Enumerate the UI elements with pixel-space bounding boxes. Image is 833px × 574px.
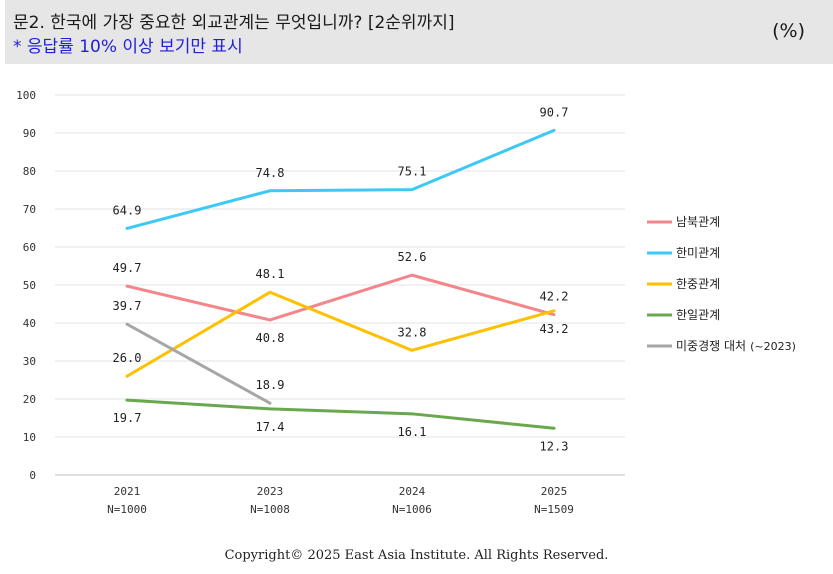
x-tick-label: 2021 (114, 485, 141, 498)
data-label: 75.1 (398, 165, 427, 179)
data-label: 12.3 (540, 439, 569, 453)
y-tick-label: 50 (23, 279, 36, 292)
y-tick-label: 70 (23, 203, 36, 216)
question-subtitle: * 응답률 10% 이상 보기만 표시 (13, 37, 243, 57)
data-label: 26.0 (113, 351, 142, 365)
legend-entry: 남북관계 (676, 215, 720, 229)
y-tick-label: 10 (23, 431, 36, 444)
series-line (125, 290, 556, 378)
data-label: 49.7 (113, 261, 142, 275)
y-tick-label: 90 (23, 127, 36, 140)
data-label: 43.2 (540, 322, 569, 336)
unit-label: (%) (772, 20, 805, 42)
legend-entry: 미중경쟁 대처 (~2023) (676, 339, 796, 353)
series-line (125, 398, 556, 430)
y-tick-label: 20 (23, 393, 36, 406)
x-sample-size: N=1509 (534, 503, 574, 516)
data-label: 90.7 (540, 105, 569, 119)
x-sample-size: N=1006 (392, 503, 432, 516)
y-tick-label: 100 (16, 89, 36, 102)
series-line (125, 128, 556, 230)
series-line (125, 273, 556, 322)
question-title: 문2. 한국에 가장 중요한 외교관계는 무엇입니까? [2순위까지] (13, 13, 455, 33)
legend-entry: 한미관계 (676, 246, 720, 260)
x-tick-label: 2023 (257, 485, 284, 498)
data-label: 39.7 (113, 299, 142, 313)
data-label: 48.1 (256, 267, 285, 281)
y-tick-label: 30 (23, 355, 36, 368)
data-label: 16.1 (398, 425, 427, 439)
data-label: 64.9 (113, 203, 142, 217)
x-sample-size: N=1008 (250, 503, 290, 516)
data-label: 32.8 (398, 325, 427, 339)
data-label: 74.8 (256, 166, 285, 180)
data-label: 18.9 (256, 378, 285, 392)
data-label: 52.6 (398, 250, 427, 264)
legend-entry: 한중관계 (676, 277, 720, 291)
x-tick-label: 2025 (541, 485, 568, 498)
copyright-footer: Copyright© 2025 East Asia Institute. All… (224, 548, 609, 563)
question-header: 문2. 한국에 가장 중요한 외교관계는 무엇입니까? [2순위까지] * 응답… (5, 0, 833, 64)
series-line (125, 322, 272, 405)
x-sample-size: N=1000 (107, 503, 147, 516)
y-tick-label: 80 (23, 165, 36, 178)
line-chart: 0 10 20 30 40 50 60 70 80 90 100 2021 N=1000 2023 N=1… (16, 89, 796, 516)
x-tick-label: 2024 (399, 485, 426, 498)
y-tick-label: 40 (23, 317, 36, 330)
legend-entry-suffix: (~2023) (750, 340, 796, 353)
data-label: 40.8 (256, 331, 285, 345)
legend-entry: 한일관계 (676, 308, 720, 322)
data-label: 19.7 (113, 411, 142, 425)
data-label: 17.4 (256, 420, 285, 434)
data-label: 42.2 (540, 290, 569, 304)
y-tick-label: 0 (29, 469, 36, 482)
y-tick-label: 60 (23, 241, 36, 254)
